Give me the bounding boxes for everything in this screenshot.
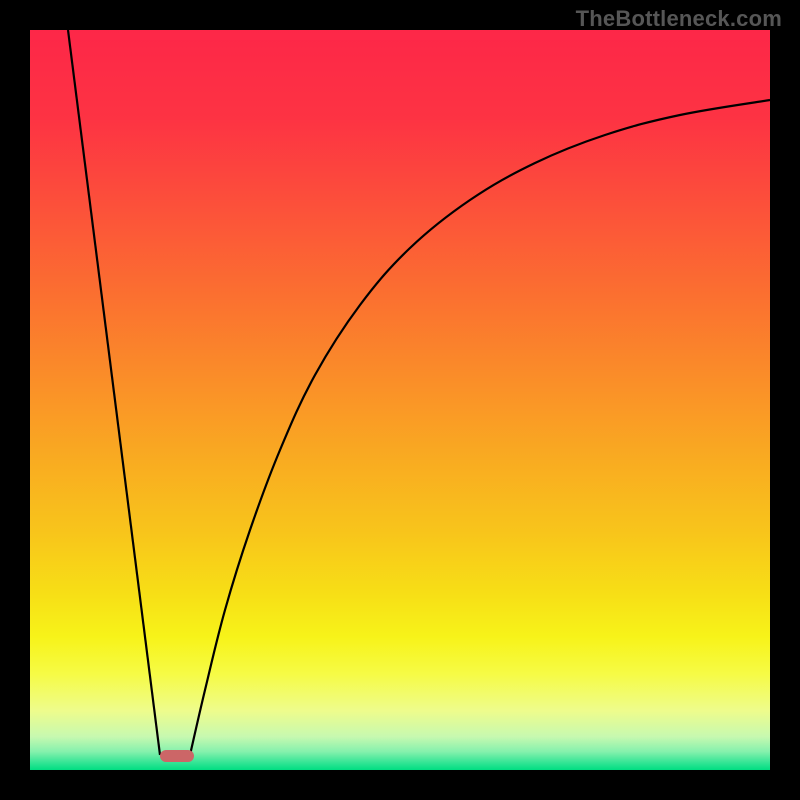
chart-container: TheBottleneck.com (0, 0, 800, 800)
plot-area (30, 30, 770, 770)
bottleneck-curve (30, 30, 770, 770)
vertex-marker (160, 750, 194, 762)
watermark-label: TheBottleneck.com (576, 6, 782, 32)
